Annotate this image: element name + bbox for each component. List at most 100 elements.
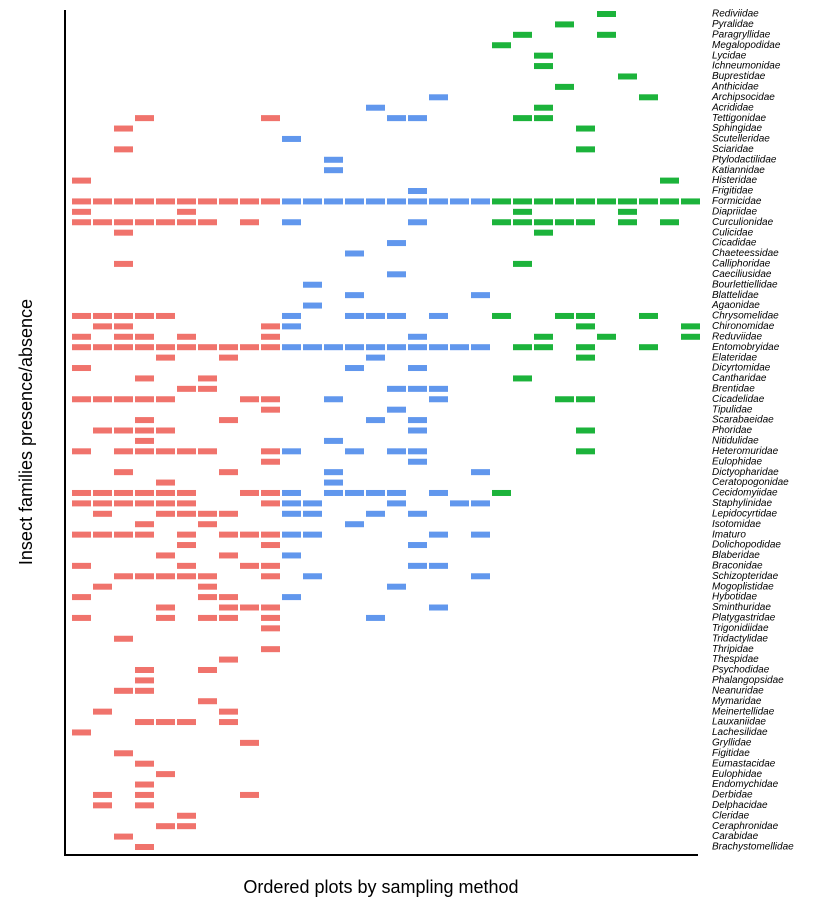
presence-cell [135, 677, 154, 684]
presence-cell [555, 21, 574, 28]
presence-cell [135, 573, 154, 580]
presence-cell [387, 583, 406, 590]
presence-cell [471, 500, 490, 507]
family-label: Ceratopogonidae [712, 477, 789, 488]
presence-cell [93, 198, 112, 205]
presence-cell [324, 479, 343, 486]
presence-cell [135, 489, 154, 496]
family-label: Cicadidae [712, 238, 757, 249]
presence-cell [471, 573, 490, 580]
presence-cell [261, 542, 280, 549]
presence-cell [261, 531, 280, 538]
family-label: Dolichopodidae [712, 540, 781, 551]
presence-cell [366, 312, 385, 319]
family-label: Dicyrtomidae [712, 363, 771, 374]
presence-cell [471, 198, 490, 205]
presence-cell [93, 489, 112, 496]
family-label: Sciaridae [712, 144, 754, 155]
presence-cell [555, 219, 574, 226]
presence-cell [303, 344, 322, 351]
presence-cell [303, 573, 322, 580]
presence-cell [492, 489, 511, 496]
presence-cell [135, 531, 154, 538]
presence-cell [198, 344, 217, 351]
family-label: Scutelleridae [712, 134, 770, 145]
presence-cell [93, 219, 112, 226]
presence-cell [219, 594, 238, 601]
presence-cell [219, 531, 238, 538]
presence-cell [72, 500, 91, 507]
presence-cell [345, 250, 364, 257]
presence-cell [135, 844, 154, 850]
presence-cell [576, 427, 595, 434]
presence-cell [576, 354, 595, 361]
family-label: Acrididae [711, 102, 754, 113]
presence-cell [303, 510, 322, 517]
presence-cell [240, 562, 259, 569]
presence-cell [639, 198, 658, 205]
presence-cell [576, 312, 595, 319]
presence-cell [240, 344, 259, 351]
presence-cell [639, 344, 658, 351]
presence-cell [72, 219, 91, 226]
presence-cell [282, 510, 301, 517]
presence-cell [135, 666, 154, 673]
presence-cell [597, 198, 616, 205]
family-label: Paragryllidae [712, 29, 771, 40]
presence-cell [135, 500, 154, 507]
presence-cell [660, 177, 679, 184]
family-label: Staphylinidae [712, 498, 772, 509]
presence-cell [408, 417, 427, 424]
presence-cell [366, 489, 385, 496]
presence-cell [177, 719, 196, 726]
presence-cell [366, 417, 385, 424]
presence-cell [135, 219, 154, 226]
presence-cell [240, 604, 259, 611]
presence-cell [408, 219, 427, 226]
presence-cell [93, 344, 112, 351]
presence-cell [198, 521, 217, 528]
presence-cell [72, 489, 91, 496]
presence-cell [387, 240, 406, 247]
presence-cell [261, 562, 280, 569]
family-label: Elateridae [712, 352, 757, 363]
presence-cell [114, 489, 133, 496]
presence-cell [618, 219, 637, 226]
presence-cell [198, 698, 217, 705]
presence-cell [156, 771, 175, 778]
family-label: Chironomidae [712, 321, 775, 332]
presence-cell [135, 437, 154, 444]
presence-cell [639, 94, 658, 101]
family-label: Tridactylidae [712, 633, 768, 644]
family-label: Pyralidae [712, 19, 754, 30]
presence-cell [93, 427, 112, 434]
presence-cell [198, 385, 217, 392]
presence-cell [198, 573, 217, 580]
presence-cell [240, 219, 259, 226]
presence-cell [261, 406, 280, 413]
family-label: Brachystomellidae [712, 842, 794, 853]
presence-cell [282, 531, 301, 538]
presence-cell [576, 219, 595, 226]
presence-cell [219, 354, 238, 361]
presence-cell [282, 552, 301, 559]
presence-cell [72, 312, 91, 319]
presence-cell [72, 562, 91, 569]
presence-cell [177, 573, 196, 580]
presence-cell [282, 135, 301, 142]
presence-cell [345, 292, 364, 299]
family-label: Chaeteessidae [712, 248, 779, 259]
presence-cell [93, 708, 112, 715]
family-label: Lauxaniidae [712, 717, 766, 728]
family-label: Lachesilidae [712, 727, 768, 738]
family-label: Braconidae [712, 561, 763, 572]
presence-cell [114, 323, 133, 330]
presence-cell [156, 489, 175, 496]
presence-cell [198, 583, 217, 590]
presence-cell [597, 31, 616, 38]
presence-cell [366, 344, 385, 351]
presence-cell [156, 719, 175, 726]
presence-cell [534, 104, 553, 111]
presence-cell [681, 198, 700, 205]
presence-cell [156, 219, 175, 226]
